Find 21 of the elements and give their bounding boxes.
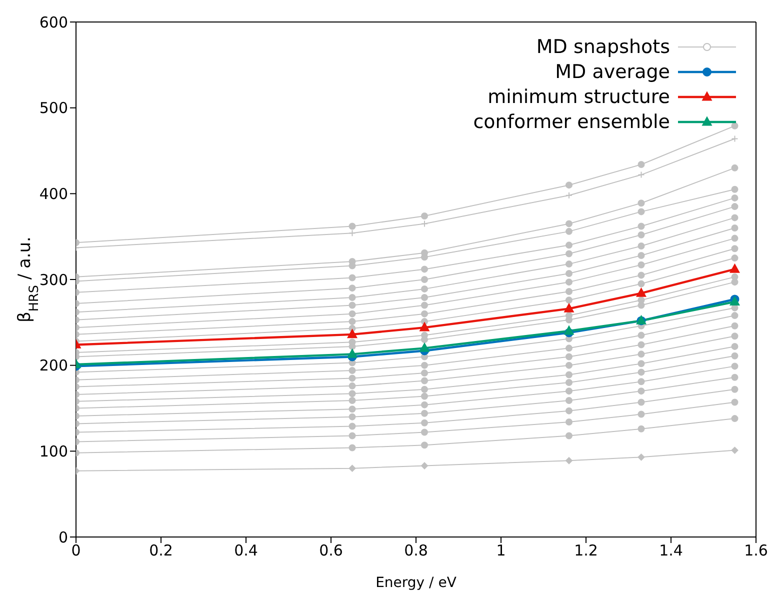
y-tick-label: 400 <box>39 184 68 203</box>
legend-label: minimum structure <box>488 86 670 108</box>
x-tick-label: 0 <box>71 542 81 560</box>
x-tick-label: 1 <box>496 542 506 560</box>
x-tick-label: 0.2 <box>149 542 173 560</box>
x-tick-label: 1.4 <box>659 542 683 560</box>
y-tick-label: 500 <box>39 99 68 118</box>
y-tick-label: 600 <box>39 13 68 32</box>
y-tick-label: 300 <box>39 270 68 289</box>
legend-label: MD snapshots <box>536 36 670 58</box>
x-tick-label: 1.2 <box>574 542 598 560</box>
y-tick-label: 200 <box>39 356 68 375</box>
legend-label: conformer ensemble <box>473 110 670 132</box>
y-tick-label: 100 <box>39 442 68 460</box>
x-axis-title: Energy / eV <box>376 575 457 591</box>
legend-label: MD average <box>555 60 670 82</box>
x-tick-label: 0.4 <box>234 542 258 560</box>
x-tick-label: 1.6 <box>744 542 768 560</box>
y-tick-label: 0 <box>58 528 68 546</box>
x-tick-label: 0.8 <box>404 542 428 560</box>
x-tick-label: 0.6 <box>319 542 343 560</box>
